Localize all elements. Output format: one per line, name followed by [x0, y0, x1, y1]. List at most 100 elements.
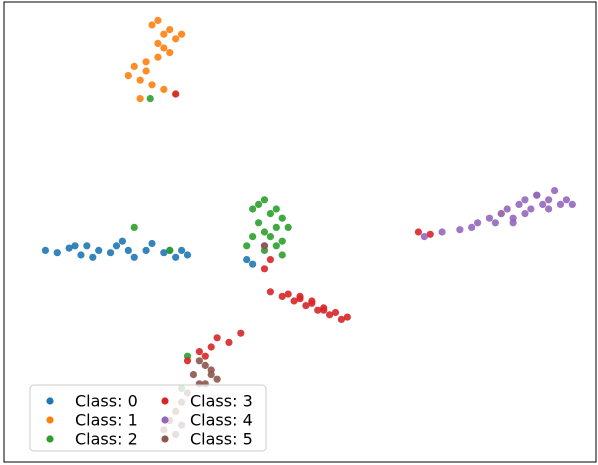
- point: [172, 35, 180, 43]
- legend-label: Class: 3: [190, 392, 253, 411]
- point: [124, 246, 132, 254]
- legend-label: Class: 4: [190, 411, 253, 430]
- point: [249, 233, 257, 241]
- legend-marker: [46, 435, 54, 443]
- point: [249, 260, 257, 268]
- point: [130, 253, 138, 261]
- legend-label: Class: 1: [75, 411, 138, 430]
- point: [53, 249, 61, 257]
- point: [146, 95, 154, 103]
- point: [272, 242, 280, 250]
- point: [166, 49, 174, 57]
- point: [266, 210, 274, 218]
- point: [154, 39, 162, 48]
- point: [503, 205, 511, 213]
- point: [130, 223, 138, 231]
- point: [124, 72, 132, 80]
- point: [154, 53, 162, 61]
- point: [148, 21, 156, 29]
- point: [521, 210, 529, 218]
- point: [343, 313, 351, 321]
- point: [562, 196, 571, 204]
- point: [172, 253, 180, 261]
- point: [183, 357, 192, 365]
- legend-label: Class: 0: [75, 392, 138, 411]
- point: [254, 200, 263, 208]
- point: [243, 242, 251, 250]
- point: [237, 329, 245, 337]
- point: [95, 246, 103, 254]
- legend-marker: [161, 397, 169, 405]
- point: [254, 219, 263, 227]
- point: [201, 361, 209, 369]
- point: [142, 58, 150, 66]
- legend-label: Class: 5: [190, 430, 253, 449]
- point: [260, 196, 269, 204]
- point: [533, 191, 541, 199]
- point: [260, 228, 269, 236]
- point: [160, 30, 168, 38]
- point: [296, 292, 304, 300]
- legend-marker: [46, 397, 54, 405]
- point: [308, 297, 316, 305]
- point: [337, 315, 346, 323]
- point: [509, 219, 517, 227]
- point: [556, 200, 565, 208]
- legend-label: Class: 2: [75, 430, 138, 449]
- point: [314, 306, 322, 314]
- point: [183, 251, 192, 259]
- point: [249, 205, 257, 213]
- point: [266, 288, 274, 296]
- point: [278, 237, 286, 245]
- point: [201, 352, 209, 360]
- point: [278, 251, 286, 259]
- point: [106, 249, 115, 257]
- point: [539, 200, 547, 208]
- point: [485, 214, 494, 222]
- point: [136, 76, 144, 84]
- point: [213, 334, 221, 342]
- point: [142, 67, 150, 75]
- point: [130, 62, 138, 70]
- point: [118, 237, 126, 245]
- point: [474, 219, 482, 227]
- legend-marker: [46, 416, 54, 424]
- point: [136, 95, 144, 103]
- point: [160, 249, 168, 257]
- point: [491, 219, 499, 227]
- point: [550, 187, 559, 195]
- point: [172, 90, 180, 98]
- point: [272, 223, 280, 231]
- point: [438, 228, 446, 236]
- point: [213, 375, 221, 383]
- point: [160, 44, 168, 52]
- point: [207, 343, 215, 351]
- point: [83, 242, 91, 250]
- point: [195, 348, 203, 356]
- point: [266, 233, 274, 241]
- point: [260, 265, 269, 273]
- point: [521, 196, 529, 204]
- legend-marker: [161, 435, 169, 443]
- point: [207, 366, 215, 374]
- point: [266, 256, 274, 264]
- point: [148, 239, 156, 248]
- point: [545, 196, 553, 204]
- point: [331, 308, 340, 317]
- point: [148, 81, 156, 89]
- point: [243, 256, 251, 264]
- point: [326, 311, 334, 319]
- point: [160, 85, 168, 93]
- point: [112, 242, 121, 250]
- point: [166, 246, 174, 254]
- point: [142, 246, 150, 254]
- point: [189, 371, 198, 379]
- legend-marker: [161, 416, 169, 424]
- point: [420, 233, 428, 241]
- point: [515, 200, 523, 208]
- point: [89, 253, 97, 261]
- point: [568, 200, 576, 208]
- point: [178, 30, 186, 38]
- point: [272, 205, 280, 213]
